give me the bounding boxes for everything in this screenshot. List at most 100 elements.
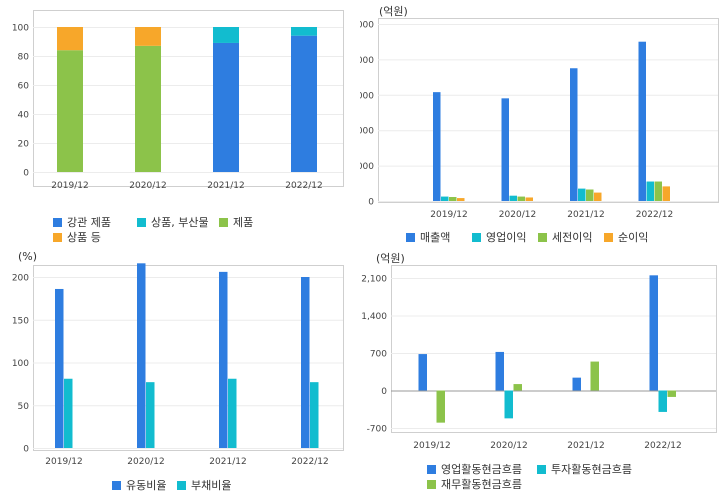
bar	[525, 197, 533, 201]
legend-ratios: 유동비율 부채비율	[0, 248, 360, 496]
bar	[57, 27, 83, 51]
unit-label: (억원)	[376, 252, 405, 265]
legend-label: 재무활동현금흐름	[441, 478, 522, 491]
chart-cashflow-plot: -700 0 700 1,400 2,100 2019/12 2020/12 2021/12 2…	[361, 265, 717, 451]
plot-frame	[378, 18, 719, 203]
legend-item: 제품	[219, 214, 253, 230]
legend-item: 영업활동현금흐름	[427, 461, 522, 477]
bar	[291, 27, 317, 36]
legend-item: 순이익	[604, 229, 648, 245]
x-tick-label: 2022/12	[636, 210, 673, 220]
legend-swatch	[427, 480, 436, 489]
legend-item: 영업이익	[472, 229, 526, 245]
legend-label: 상품, 부산물	[151, 216, 209, 229]
legend-item: 세전이익	[538, 229, 592, 245]
x-tick-label: 2019/12	[413, 441, 450, 451]
x-tick-label: 2021/12	[207, 181, 244, 191]
bar	[578, 188, 586, 201]
legend-cashflow: 영업활동현금흐름 투자활동현금흐름 재무활동현금흐름	[360, 248, 720, 496]
y-tick-label: 100	[12, 24, 29, 34]
y-tick-label: 20,000	[360, 21, 374, 31]
bar	[137, 263, 146, 448]
bar	[517, 196, 525, 201]
legend-swatch	[537, 465, 546, 474]
x-tick-label: 2022/12	[285, 181, 322, 191]
bar	[646, 181, 654, 201]
y-tick-label: 8,000	[360, 127, 374, 137]
y-tick-label: 40	[18, 111, 30, 121]
bar	[572, 377, 581, 391]
x-tick-label: 2019/12	[45, 457, 82, 467]
y-tick-label: 50	[18, 402, 30, 412]
x-tick-label: 2020/12	[127, 457, 164, 467]
bar	[219, 271, 228, 448]
y-tick-label: 80	[18, 53, 30, 63]
y-tick-label: 0	[23, 169, 29, 179]
bar	[64, 378, 73, 448]
bar	[57, 50, 83, 173]
legend-income: 매출액 영업이익 세전이익 순이익	[360, 0, 720, 248]
x-tick-label: 2022/12	[644, 441, 681, 451]
legend-item: 매출액	[406, 229, 450, 245]
bar	[662, 186, 670, 201]
chart-cashflow: (억원) -700 0 700 1,400 2,100 2019/12 2020/12 202…	[360, 248, 720, 496]
y-tick-label: 0	[23, 445, 29, 455]
bar	[301, 277, 310, 448]
bar	[590, 361, 599, 391]
legend-label: 매출액	[420, 231, 451, 244]
legend-label: 유동비율	[126, 479, 167, 492]
bar	[441, 196, 449, 201]
legend-label: 제품	[233, 216, 254, 229]
legend-product-mix: 강관 제품 상품, 부산물 제품 상품 등	[0, 0, 360, 248]
bar	[638, 41, 646, 202]
bar	[649, 275, 658, 391]
bar	[55, 288, 64, 448]
x-tick-label: 2021/12	[567, 210, 604, 220]
bar	[433, 92, 441, 201]
bar	[436, 390, 445, 423]
bar	[213, 42, 239, 173]
legend-label: 세전이익	[552, 231, 593, 244]
y-tick-label: 2,100	[361, 275, 387, 285]
bar	[667, 390, 676, 397]
y-tick-label: 12,000	[360, 91, 374, 101]
chart-product-mix-plot: 0 20 40 60 80 100 2019/12 2020/12 2021/12 2022/12	[12, 10, 344, 191]
x-tick-label: 2022/12	[291, 457, 328, 467]
bar	[213, 27, 239, 43]
legend-swatch	[53, 233, 62, 242]
x-tick-label: 2019/12	[430, 210, 467, 220]
y-tick-label: 200	[12, 274, 29, 284]
legend-swatch	[406, 233, 415, 242]
legend-label: 강관 제품	[67, 216, 111, 229]
y-tick-label: 0	[381, 387, 387, 397]
y-tick-label: 16,000	[360, 56, 374, 66]
legend-item: 강관 제품	[53, 214, 111, 230]
y-tick-label: 0	[368, 198, 374, 208]
bar	[504, 390, 513, 419]
legend-swatch	[472, 233, 481, 242]
legend-item: 부채비율	[177, 477, 231, 493]
legend-label: 상품 등	[67, 231, 101, 244]
bar	[658, 390, 667, 412]
bar	[291, 35, 317, 173]
plot-frame	[33, 265, 344, 451]
bar	[570, 68, 578, 201]
legend-item: 재무활동현금흐름	[427, 476, 522, 492]
bar	[586, 189, 594, 201]
legend-swatch	[219, 218, 228, 227]
y-tick-label: 100	[12, 359, 29, 369]
y-tick-label: 1,400	[361, 312, 387, 322]
bar	[146, 382, 155, 448]
plot-frame	[33, 10, 344, 187]
y-tick-label: 4,000	[360, 162, 374, 172]
y-tick-label: 20	[18, 140, 30, 150]
chart-product-mix: 0 20 40 60 80 100 2019/12 2020/12 2021/12 2022/12…	[0, 0, 360, 248]
legend-item: 상품 등	[53, 229, 101, 245]
legend-item: 상품, 부산물	[137, 214, 209, 230]
unit-label: (%)	[18, 250, 38, 263]
legend-item: 유동비율	[112, 477, 166, 493]
chart-income-plot: 0 4,000 8,000 12,000 16,000 20,000 2019/12 2020…	[360, 18, 719, 220]
x-tick-label: 2021/12	[567, 441, 604, 451]
bar	[418, 354, 427, 391]
bar	[449, 197, 457, 201]
